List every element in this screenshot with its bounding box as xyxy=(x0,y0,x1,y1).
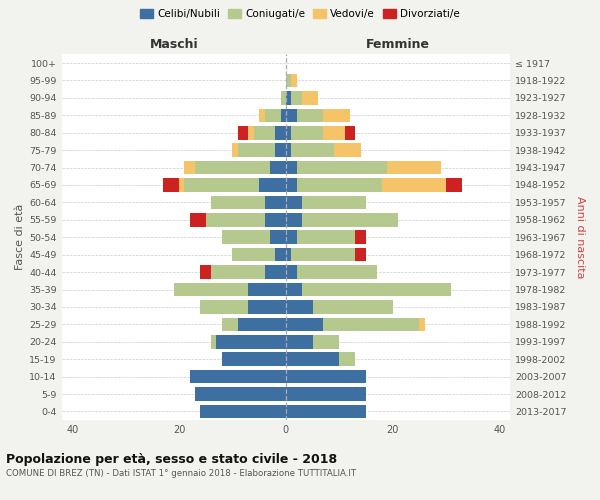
Bar xyxy=(281,108,286,122)
Bar xyxy=(195,387,286,401)
Bar xyxy=(291,91,302,104)
Bar xyxy=(265,196,286,209)
Bar xyxy=(281,91,286,104)
Bar xyxy=(232,144,238,157)
Bar xyxy=(446,178,462,192)
Bar xyxy=(355,248,366,262)
Y-axis label: Anni di nascita: Anni di nascita xyxy=(575,196,585,278)
Bar xyxy=(296,178,382,192)
Bar xyxy=(163,178,179,192)
Bar xyxy=(302,91,318,104)
Bar xyxy=(248,282,286,296)
Bar xyxy=(382,178,446,192)
Bar xyxy=(265,108,281,122)
Bar xyxy=(265,266,286,279)
Bar xyxy=(296,108,323,122)
Bar xyxy=(222,230,270,244)
Bar xyxy=(313,300,392,314)
Bar xyxy=(270,161,286,174)
Bar xyxy=(270,230,286,244)
Bar xyxy=(296,230,355,244)
Bar xyxy=(206,213,265,226)
Bar xyxy=(222,318,238,331)
Bar xyxy=(286,196,302,209)
Bar xyxy=(232,248,275,262)
Bar xyxy=(190,370,286,384)
Bar xyxy=(211,335,217,348)
Bar xyxy=(286,300,313,314)
Bar xyxy=(286,144,291,157)
Bar xyxy=(286,91,291,104)
Bar xyxy=(184,178,259,192)
Bar xyxy=(286,387,366,401)
Bar xyxy=(200,404,286,418)
Bar xyxy=(211,196,265,209)
Bar xyxy=(355,230,366,244)
Bar xyxy=(286,266,296,279)
Bar xyxy=(174,282,248,296)
Bar xyxy=(291,248,355,262)
Bar xyxy=(286,370,366,384)
Text: Popolazione per età, sesso e stato civile - 2018: Popolazione per età, sesso e stato civil… xyxy=(6,452,337,466)
Text: COMUNE DI BREZ (TN) - Dati ISTAT 1° gennaio 2018 - Elaborazione TUTTITALIA.IT: COMUNE DI BREZ (TN) - Dati ISTAT 1° genn… xyxy=(6,469,356,478)
Bar xyxy=(275,144,286,157)
Bar xyxy=(275,248,286,262)
Bar xyxy=(291,74,296,88)
Bar xyxy=(302,213,398,226)
Bar xyxy=(286,404,366,418)
Bar xyxy=(286,282,302,296)
Bar xyxy=(323,318,419,331)
Bar xyxy=(179,178,184,192)
Bar xyxy=(211,266,265,279)
Bar xyxy=(286,335,313,348)
Bar xyxy=(248,300,286,314)
Bar xyxy=(286,126,291,140)
Bar xyxy=(286,352,339,366)
Bar xyxy=(238,126,248,140)
Text: Maschi: Maschi xyxy=(149,38,198,51)
Bar xyxy=(248,126,254,140)
Bar xyxy=(387,161,440,174)
Bar xyxy=(259,178,286,192)
Text: Femmine: Femmine xyxy=(366,38,430,51)
Bar xyxy=(286,178,296,192)
Bar xyxy=(323,126,344,140)
Bar xyxy=(259,108,265,122)
Bar xyxy=(286,248,291,262)
Bar xyxy=(286,230,296,244)
Bar xyxy=(184,161,195,174)
Bar xyxy=(286,108,296,122)
Y-axis label: Fasce di età: Fasce di età xyxy=(15,204,25,270)
Bar xyxy=(222,352,286,366)
Bar xyxy=(302,282,451,296)
Bar xyxy=(195,161,270,174)
Bar xyxy=(323,108,350,122)
Bar xyxy=(302,196,366,209)
Bar xyxy=(217,335,286,348)
Bar xyxy=(344,126,355,140)
Bar xyxy=(275,126,286,140)
Bar xyxy=(286,74,291,88)
Bar xyxy=(313,335,339,348)
Bar xyxy=(286,161,296,174)
Bar xyxy=(265,213,286,226)
Bar xyxy=(291,126,323,140)
Bar xyxy=(200,300,248,314)
Bar xyxy=(200,266,211,279)
Bar xyxy=(254,126,275,140)
Bar xyxy=(296,161,387,174)
Legend: Celibi/Nubili, Coniugati/e, Vedovi/e, Divorziati/e: Celibi/Nubili, Coniugati/e, Vedovi/e, Di… xyxy=(136,5,464,24)
Bar xyxy=(286,213,302,226)
Bar xyxy=(238,318,286,331)
Bar xyxy=(291,144,334,157)
Bar xyxy=(419,318,425,331)
Bar xyxy=(190,213,206,226)
Bar xyxy=(334,144,361,157)
Bar xyxy=(286,318,323,331)
Bar xyxy=(296,266,377,279)
Bar xyxy=(238,144,275,157)
Bar xyxy=(339,352,355,366)
